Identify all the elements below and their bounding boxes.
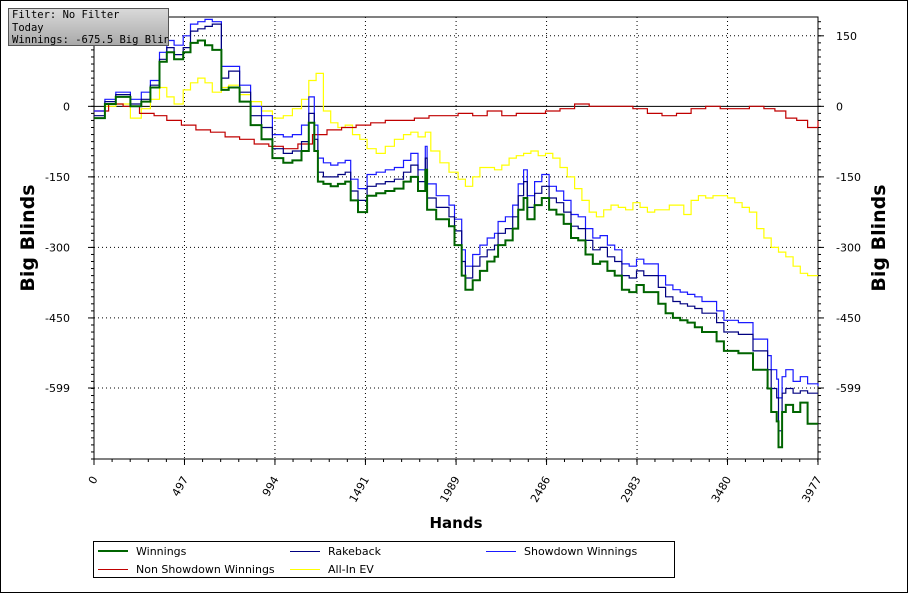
y-tick-label-right: -150: [836, 171, 861, 184]
x-tick-label: 497: [169, 474, 191, 499]
filter-info-box: Filter: No Filter Today Winnings: -675.5…: [8, 8, 169, 46]
legend-label: Winnings: [136, 544, 187, 558]
x-tick-label: 1989: [437, 474, 462, 505]
x-tick-label: 3977: [799, 474, 824, 505]
legend-swatch: [486, 550, 516, 552]
legend-swatch: [290, 550, 320, 552]
legend-item-winnings[interactable]: Winnings: [98, 544, 186, 558]
y-tick-label-left: -599: [45, 382, 70, 395]
legend-swatch: [98, 568, 128, 570]
legend-item-all-in-ev[interactable]: All-In EV: [290, 562, 374, 576]
legend-item-showdown-winnings[interactable]: Showdown Winnings: [486, 544, 637, 558]
legend-swatch: [98, 550, 128, 552]
winnings-label: Winnings: -675.5 Big Blinds: [12, 34, 168, 46]
legend: Winnings Rakeback Showdown Winnings Non …: [93, 541, 675, 578]
y-tick-label-left: -450: [45, 312, 70, 325]
y-tick-label-left: -150: [45, 171, 70, 184]
y-axis-title-right: Big Blinds: [868, 184, 890, 291]
y-tick-label-left: 0: [63, 100, 70, 113]
x-tick-label: 3480: [709, 474, 734, 505]
series-line-rakeback: [94, 23, 818, 432]
series-line-showdown-winnings: [94, 18, 819, 399]
legend-swatch: [290, 568, 320, 570]
legend-label: Rakeback: [328, 544, 382, 558]
x-tick-label: 2983: [618, 474, 643, 505]
series-group: [94, 18, 819, 449]
y-tick-label-right: -450: [836, 312, 861, 325]
x-axis: 0 497 994 1491 1989 2486 2983 3480 3977: [86, 459, 825, 505]
grid: [94, 17, 818, 459]
x-tick-label: 2486: [528, 474, 553, 505]
period-label: Today: [12, 21, 44, 34]
y-tick-label-right: -300: [836, 241, 861, 254]
y-tick-label-right: 150: [836, 30, 857, 43]
y-tick-label-right: -599: [836, 382, 861, 395]
y-tick-label-left: -300: [45, 241, 70, 254]
legend-item-non-showdown-winnings[interactable]: Non Showdown Winnings: [98, 562, 275, 576]
y-tick-label-right: 0: [836, 100, 843, 113]
series-line-non-showdown-winnings: [94, 103, 819, 150]
series-line-all-in-ev: [94, 72, 818, 277]
legend-label: Showdown Winnings: [524, 544, 638, 558]
legend-label: All-In EV: [328, 562, 374, 576]
x-tick-label: 1491: [347, 474, 372, 505]
legend-label: Non Showdown Winnings: [136, 562, 275, 576]
y-axis-title-left: Big Blinds: [17, 184, 39, 291]
y-axis: 15015000-150-150-300-300-450-450-599-599: [45, 21, 861, 460]
filter-label: Filter: No Filter: [12, 9, 120, 21]
legend-item-rakeback[interactable]: Rakeback: [290, 544, 381, 558]
x-tick-label: 0: [86, 474, 101, 487]
x-tick-label: 994: [260, 474, 282, 499]
x-axis-title: Hands: [429, 514, 482, 532]
series-line-winnings: [94, 39, 818, 449]
